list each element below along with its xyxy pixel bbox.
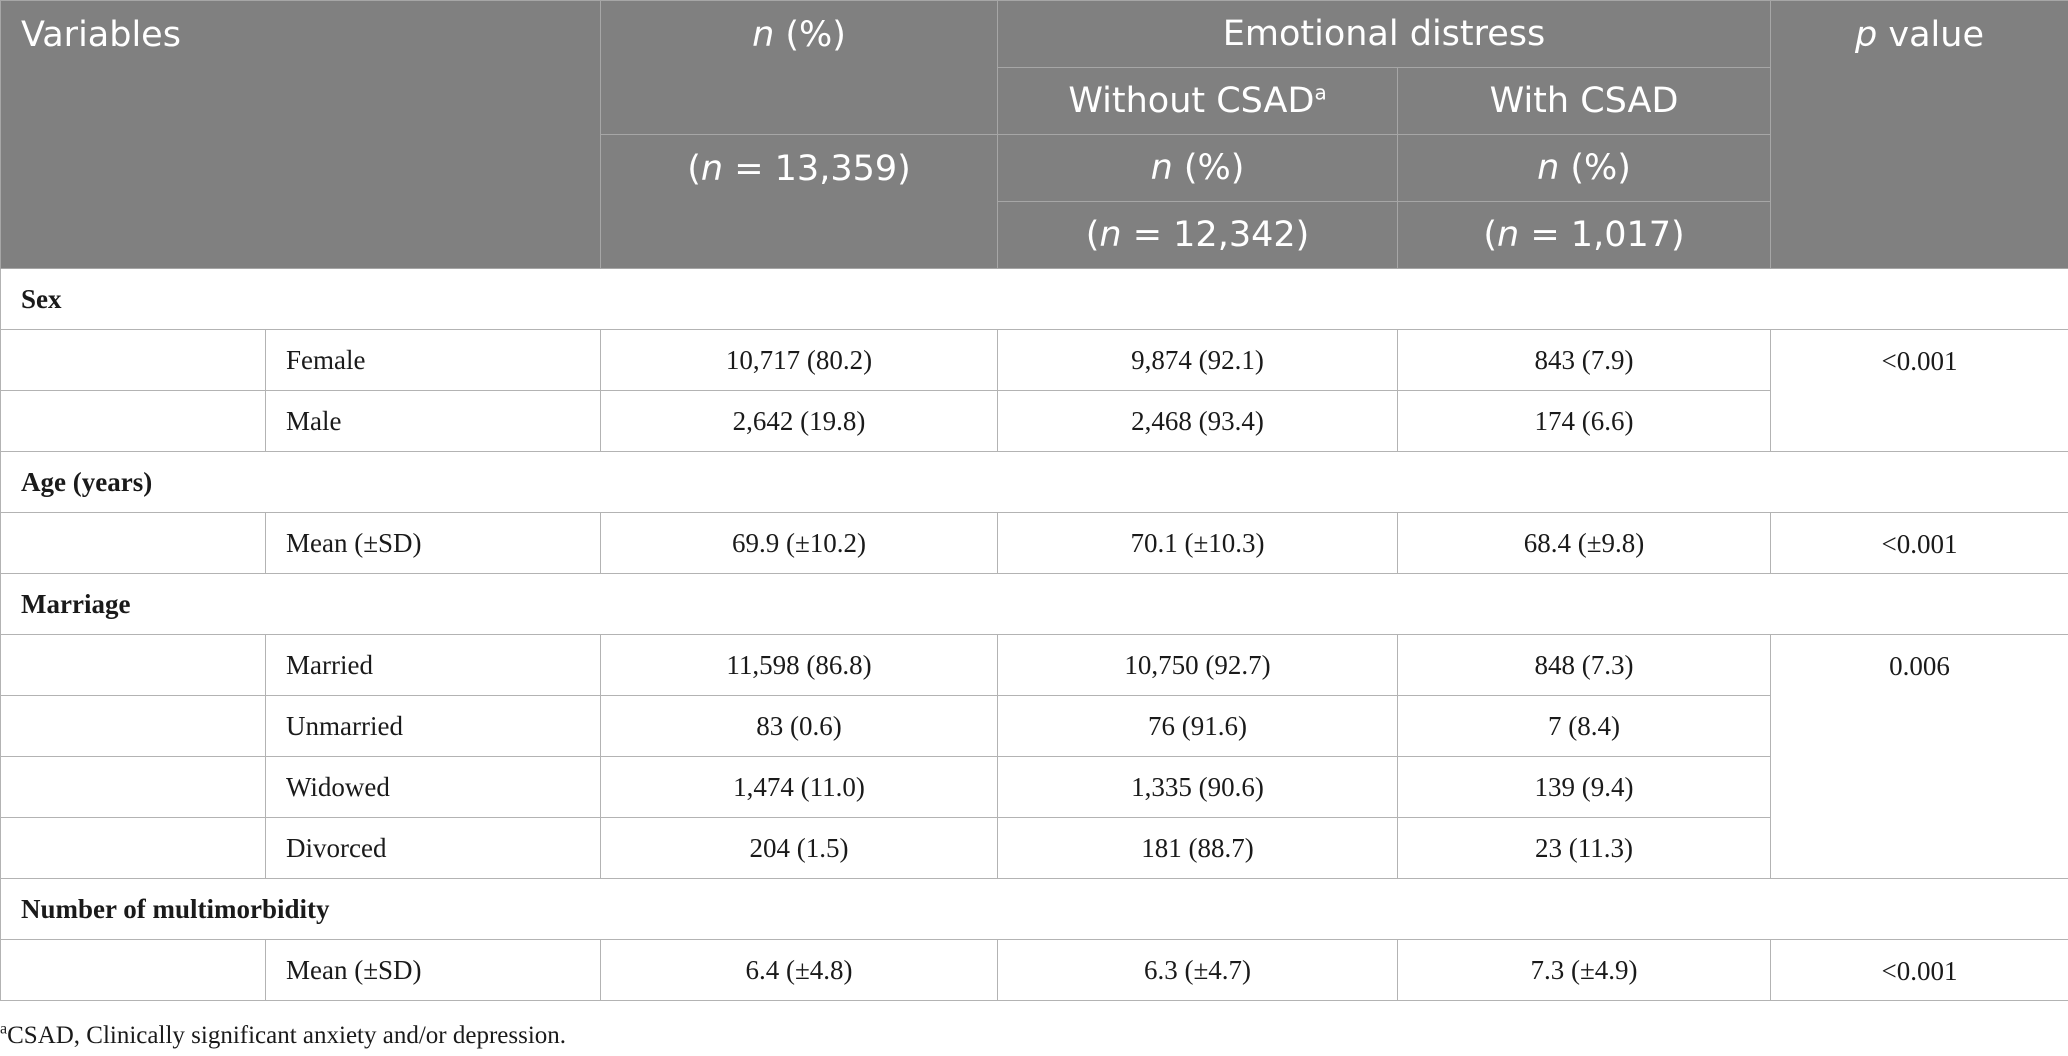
total-cell: 10,717 (80.2) [600,329,999,391]
header-p-value: p value [1770,0,2068,269]
with-csad-cell: 7 (8.4) [1397,695,1772,757]
without-csad-cell: 10,750 (92.7) [997,634,1399,696]
with-csad-cell: 848 (7.3) [1397,634,1772,696]
row-label: Divorced [264,817,602,879]
row-label: Unmarried [264,695,602,757]
p-value-cell: 0.006 [1770,634,2068,879]
with-csad-cell: 23 (11.3) [1397,817,1772,879]
category-label: Age (years) [0,451,2068,513]
p-value-cell: <0.001 [1770,939,2068,1001]
category-label: Sex [0,268,2068,330]
table-container: Variables n (%) Emotional distress p val… [0,0,2068,1001]
without-csad-cell: 181 (88.7) [997,817,1399,879]
table-footnote: aCSAD, Clinically significant anxiety an… [0,1020,567,1050]
demographics-table: Variables n (%) Emotional distress p val… [0,0,2068,1001]
empty-cell [0,756,266,818]
with-csad-cell: 68.4 (±9.8) [1397,512,1772,574]
empty-cell [0,390,266,452]
with-csad-cell: 843 (7.9) [1397,329,1772,391]
table-row: Mean (±SD) 69.9 (±10.2) 70.1 (±10.3) 68.… [0,512,2068,574]
empty-cell [0,329,266,391]
empty-cell [0,817,266,879]
empty-cell [0,634,266,696]
without-csad-cell: 1,335 (90.6) [997,756,1399,818]
table-row: Widowed 1,474 (11.0) 1,335 (90.6) 139 (9… [0,756,2068,818]
header-with-csad: With CSAD [1397,67,1772,135]
header-without-csad: Without CSADa [997,67,1399,135]
p-value-cell: <0.001 [1770,329,2068,452]
table-row: Unmarried 83 (0.6) 76 (91.6) 7 (8.4) [0,695,2068,757]
footnote-text: CSAD, Clinically significant anxiety and… [7,1022,567,1049]
header-without-n: (n = 12,342) [997,201,1399,269]
header-without-n-pct: n (%) [997,134,1399,202]
total-cell: 11,598 (86.8) [600,634,999,696]
without-csad-cell: 70.1 (±10.3) [997,512,1399,574]
total-cell: 1,474 (11.0) [600,756,999,818]
header-total-n: (n = 13,359) [600,134,999,269]
empty-cell [0,939,266,1001]
table-row: Married 11,598 (86.8) 10,750 (92.7) 848 … [0,634,2068,879]
row-label: Female [264,329,602,391]
row-label: Mean (±SD) [264,939,602,1001]
header-variables: Variables [0,0,602,269]
row-label: Male [264,390,602,452]
table-header: Variables n (%) Emotional distress p val… [0,0,2068,269]
without-csad-cell: 6.3 (±4.7) [997,939,1399,1001]
without-csad-cell: 9,874 (92.1) [997,329,1399,391]
without-csad-cell: 2,468 (93.4) [997,390,1399,452]
header-n-pct: n (%) [600,0,999,135]
table-row: Divorced 204 (1.5) 181 (88.7) 23 (11.3) [0,817,2068,879]
total-cell: 204 (1.5) [600,817,999,879]
header-with-n: (n = 1,017) [1397,201,1772,269]
footnote-marker: a [0,1020,8,1038]
total-n-text: (n = 13,359) [687,149,911,189]
empty-cell [0,695,266,757]
category-label: Number of multimorbidity [0,878,2068,940]
total-cell: 83 (0.6) [600,695,999,757]
total-cell: 2,642 (19.8) [600,390,999,452]
with-csad-cell: 139 (9.4) [1397,756,1772,818]
table-row: Mean (±SD) 6.4 (±4.8) 6.3 (±4.7) 7.3 (±4… [0,939,2068,1001]
row-label: Widowed [264,756,602,818]
total-cell: 69.9 (±10.2) [600,512,999,574]
category-label: Marriage [0,573,2068,635]
without-csad-cell: 76 (91.6) [997,695,1399,757]
p-value-cell: <0.001 [1770,512,2068,574]
category-row: Age (years) [0,451,2068,513]
category-row: Sex [0,268,2068,330]
row-label: Mean (±SD) [264,512,602,574]
with-csad-cell: 174 (6.6) [1397,390,1772,452]
table-row: Male 2,642 (19.8) 2,468 (93.4) 174 (6.6) [0,390,2068,452]
table-row: Female 10,717 (80.2) 9,874 (92.1) 843 (7… [0,329,2068,452]
empty-cell [0,512,266,574]
table-body: Sex Female 10,717 (80.2) 9,874 (92.1) 84… [0,268,2068,1001]
category-row: Marriage [0,573,2068,635]
header-emotional-distress: Emotional distress [997,0,1772,68]
category-row: Number of multimorbidity [0,878,2068,940]
row-label: Married [264,634,602,696]
header-with-n-pct: n (%) [1397,134,1772,202]
with-csad-cell: 7.3 (±4.9) [1397,939,1772,1001]
total-cell: 6.4 (±4.8) [600,939,999,1001]
